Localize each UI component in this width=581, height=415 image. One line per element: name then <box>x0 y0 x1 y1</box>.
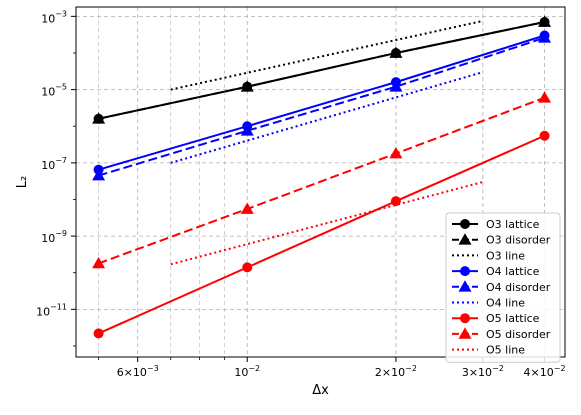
legend-marker <box>458 280 472 292</box>
series-layer <box>92 15 552 339</box>
x-tick-exponent: −2 <box>492 364 504 373</box>
plot-frame <box>75 6 566 358</box>
data-point <box>538 15 552 27</box>
series-o5-disorder <box>92 91 552 269</box>
x-tick-label: 10−2 <box>234 364 260 379</box>
data-point <box>538 91 552 103</box>
y-tick-base: 10 <box>41 12 55 25</box>
series-o3-line <box>170 19 484 91</box>
legend-label: O3 line <box>486 249 525 262</box>
y-tick-label: 10−9 <box>41 229 67 245</box>
x-tick-exponent: −2 <box>248 364 260 373</box>
series-o4-line <box>170 71 484 164</box>
x-tick-base: 6×10 <box>117 366 147 379</box>
data-point <box>389 147 403 159</box>
data-point <box>92 169 106 181</box>
series-o4-lattice <box>93 30 550 175</box>
legend-item: O5 disorder <box>452 327 551 341</box>
legend-item: O3 line <box>452 249 525 262</box>
legend-item: O4 disorder <box>452 280 551 294</box>
legend-label: O5 disorder <box>486 328 551 341</box>
axes: 6×10−3 10−2 2×10−2 3×10−2 4×10−210−1110−910−… <box>36 9 565 379</box>
data-point <box>240 124 254 136</box>
x-tick-base: 10 <box>234 366 248 379</box>
data-point <box>539 130 550 141</box>
y-tick-exponent: −9 <box>55 229 67 238</box>
series-o5-lattice <box>93 130 550 339</box>
x-tick-base: 2×10 <box>375 366 405 379</box>
x-tick-base: 4×10 <box>524 366 554 379</box>
data-point <box>92 112 106 124</box>
data-point <box>389 46 403 58</box>
y-tick-exponent: −11 <box>50 302 67 311</box>
x-tick-label: 3×10−2 <box>462 364 504 379</box>
legend: O3 lattice O3 disorder O3 line O4 lattice O4… <box>445 212 561 363</box>
legend-marker <box>460 313 470 324</box>
y-tick-base: 10 <box>41 232 55 245</box>
y-tick-exponent: −5 <box>55 83 67 92</box>
y-tick-exponent: −3 <box>55 9 67 18</box>
x-tick-base: 3×10 <box>462 366 492 379</box>
series-o4-disorder <box>92 31 552 181</box>
legend-item: O4 line <box>452 297 525 310</box>
x-tick-label: 4×10−2 <box>524 364 566 379</box>
legend-item: O3 lattice <box>452 218 540 231</box>
legend-item: O4 lattice <box>452 265 540 278</box>
y-tick-label: 10−3 <box>41 9 67 25</box>
data-point <box>93 328 104 339</box>
data-point <box>538 31 552 43</box>
legend-label: O5 line <box>486 344 525 357</box>
series-line <box>98 21 545 120</box>
series-line <box>170 71 484 164</box>
y-tick-label: 10−11 <box>36 302 67 318</box>
legend-item: O5 line <box>452 344 525 357</box>
y-tick-base: 10 <box>41 86 55 99</box>
legend-label: O4 disorder <box>486 281 551 294</box>
legend-label: O5 lattice <box>486 312 540 325</box>
y-axis-label: L₂ <box>15 176 30 188</box>
series-line <box>98 134 545 335</box>
legend-marker <box>458 233 472 245</box>
series-line <box>170 181 484 266</box>
legend-item: O3 disorder <box>452 233 551 247</box>
series-o3-disorder <box>92 15 552 124</box>
legend-label: O3 lattice <box>486 218 540 231</box>
x-tick-exponent: −2 <box>405 364 417 373</box>
data-point <box>389 80 403 92</box>
legend-item: O5 lattice <box>452 312 540 325</box>
x-tick-label: 2×10−2 <box>375 364 417 379</box>
y-tick-exponent: −7 <box>55 156 67 165</box>
legend-marker <box>458 327 472 339</box>
data-point <box>92 256 106 269</box>
series-line <box>170 19 484 91</box>
y-tick-label: 10−7 <box>41 156 67 172</box>
series-line <box>98 96 545 265</box>
data-point <box>240 80 254 92</box>
y-tick-base: 10 <box>41 159 55 172</box>
x-tick-exponent: −2 <box>554 364 566 373</box>
y-tick-label: 10−5 <box>41 83 67 99</box>
x-tick-label: 6×10−3 <box>117 364 159 379</box>
legend-marker <box>460 219 470 229</box>
legend-label: O4 lattice <box>486 265 540 278</box>
series-o5-line <box>170 181 484 266</box>
x-axis-label: Δx <box>312 383 329 398</box>
x-tick-exponent: −3 <box>147 364 159 373</box>
series-line <box>98 36 545 177</box>
y-tick-base: 10 <box>36 305 50 318</box>
data-point <box>240 202 254 214</box>
legend-label: O4 line <box>486 297 525 310</box>
legend-marker <box>460 266 470 277</box>
data-point <box>242 262 253 273</box>
legend-label: O3 disorder <box>486 234 551 247</box>
series-line <box>98 34 545 171</box>
legend-box <box>445 212 561 363</box>
